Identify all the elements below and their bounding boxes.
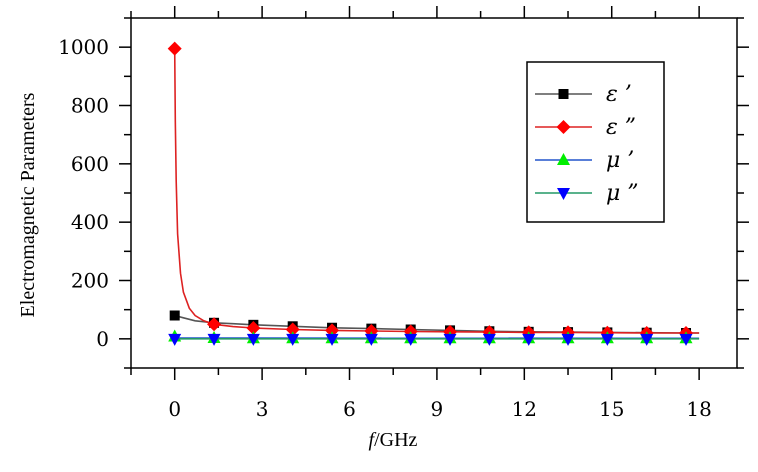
data-point-epsilon-double-prime <box>285 322 300 337</box>
y-tick-label: 600 <box>71 152 109 176</box>
data-point-mu-double-prime <box>286 333 300 346</box>
axis-layer: 0 3 6 9 12 15 18 0 200 400 600 800 1000 <box>58 6 749 421</box>
legend-item-epsilon-prime: ε ’ <box>535 82 632 107</box>
y-tick-label: 800 <box>71 94 109 118</box>
legend-marker-epsilon-prime <box>558 89 569 99</box>
x-tick-label: 18 <box>686 397 711 421</box>
data-point-epsilon-prime <box>169 310 180 321</box>
legend-marker-mu-prime <box>557 153 570 165</box>
data-point-mu-double-prime <box>561 333 575 346</box>
legend-item-epsilon-double-prime: ε ” <box>535 115 636 140</box>
x-tick-label: 9 <box>431 397 444 421</box>
data-point-mu-double-prime <box>482 333 496 346</box>
data-point-mu-double-prime <box>679 333 693 346</box>
data-point-mu-double-prime <box>640 333 654 346</box>
data-point-mu-double-prime <box>364 333 378 346</box>
legend-marker-mu-double-prime <box>557 188 570 200</box>
x-axis-title-symbol: f <box>369 429 377 451</box>
data-point-epsilon-double-prime <box>246 321 261 336</box>
x-tick-label: 3 <box>256 397 269 421</box>
data-point-mu-double-prime <box>246 333 260 346</box>
data-point-epsilon-double-prime <box>207 317 222 332</box>
y-tick-label: 200 <box>71 269 109 293</box>
y-tick-label: 400 <box>71 210 109 234</box>
x-tick-label: 12 <box>512 397 537 421</box>
legend-marker-epsilon-double-prime <box>556 120 571 134</box>
legend-item-mu-double-prime: μ ” <box>535 181 639 206</box>
data-point-mu-double-prime <box>404 333 418 346</box>
y-tick-label: 0 <box>96 327 109 351</box>
legend-label-epsilon-prime: ε ’ <box>606 82 632 107</box>
x-tick-label: 0 <box>168 397 181 421</box>
legend-item-mu-prime: μ ’ <box>535 148 634 173</box>
data-point-mu-double-prime <box>207 333 221 346</box>
series-layer <box>167 41 700 346</box>
x-axis-title-unit: /GHz <box>374 429 417 451</box>
series-mu-double-prime <box>168 333 700 346</box>
y-tick-label: 1000 <box>58 35 109 59</box>
x-tick-label: 6 <box>343 397 356 421</box>
legend-label-mu-double-prime: μ ” <box>606 181 639 206</box>
legend: ε ’ ε ” μ ’ μ ” <box>526 61 665 223</box>
data-point-mu-double-prime <box>600 333 614 346</box>
legend-label-mu-prime: μ ’ <box>606 148 634 173</box>
x-tick-label: 15 <box>599 397 624 421</box>
data-point-mu-double-prime <box>168 333 182 346</box>
x-axis-title: f/GHz <box>369 429 418 451</box>
data-point-epsilon-double-prime <box>167 41 182 56</box>
data-point-mu-double-prime <box>325 333 339 346</box>
legend-box <box>526 61 665 223</box>
y-axis-title: Electromagnetic Parameters <box>17 92 39 317</box>
legend-label-epsilon-double-prime: ε ” <box>606 115 636 140</box>
data-point-mu-double-prime <box>522 333 536 346</box>
data-point-mu-double-prime <box>443 333 457 346</box>
